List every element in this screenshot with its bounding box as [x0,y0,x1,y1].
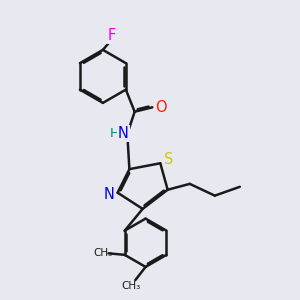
Text: CH₃: CH₃ [121,281,140,291]
Text: F: F [108,28,116,43]
Text: S: S [164,152,173,167]
Text: N: N [104,187,115,202]
Text: O: O [155,100,167,115]
Text: CH₃: CH₃ [93,248,112,258]
Text: N: N [118,126,129,141]
Text: H: H [110,127,120,140]
